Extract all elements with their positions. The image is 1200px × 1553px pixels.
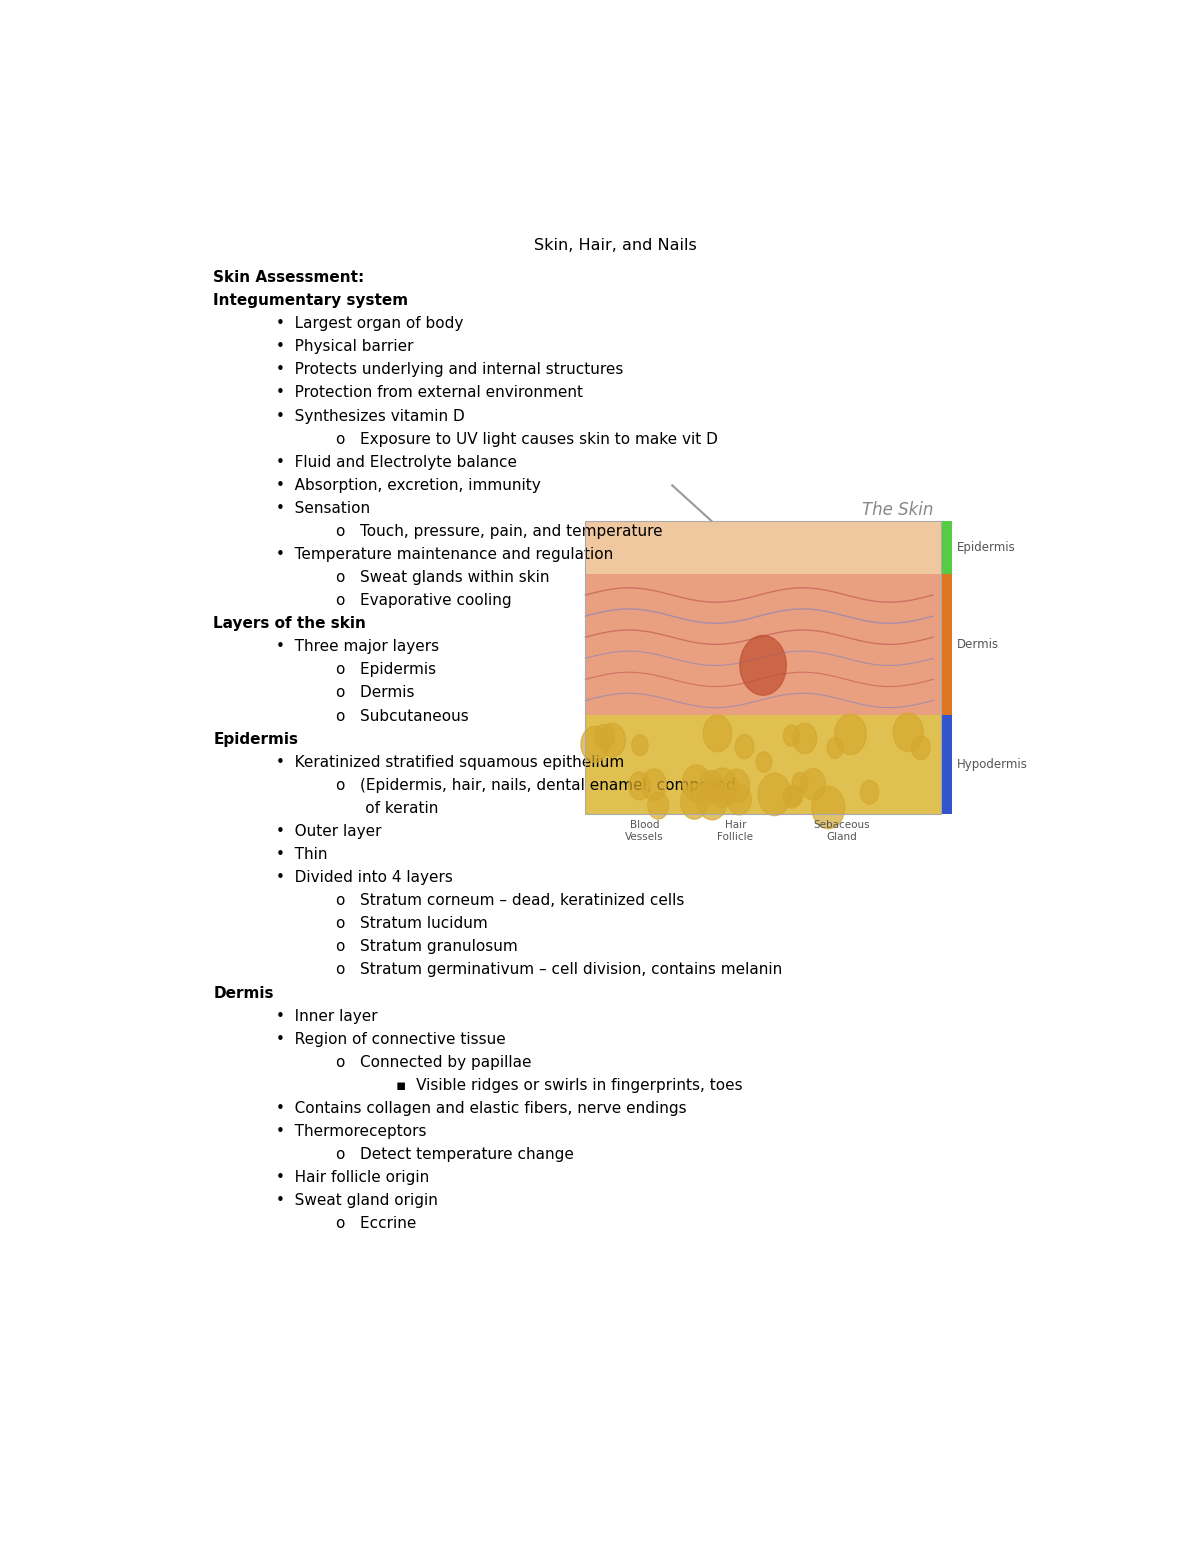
Text: •  Inner layer: • Inner layer: [276, 1008, 377, 1023]
Text: o   Stratum germinativum – cell division, contains melanin: o Stratum germinativum – cell division, …: [336, 963, 782, 977]
Circle shape: [835, 714, 866, 755]
Circle shape: [631, 735, 648, 756]
Text: •  Keratinized stratified squamous epithelium: • Keratinized stratified squamous epithe…: [276, 755, 624, 770]
Text: o   Detect temperature change: o Detect temperature change: [336, 1148, 574, 1162]
Text: •  Thin: • Thin: [276, 846, 328, 862]
Circle shape: [703, 714, 732, 752]
Circle shape: [811, 786, 845, 829]
Text: Skin, Hair, and Nails: Skin, Hair, and Nails: [534, 238, 696, 253]
Text: •  Sweat gland origin: • Sweat gland origin: [276, 1193, 438, 1208]
Text: Epidermis: Epidermis: [956, 540, 1015, 554]
Bar: [941, 522, 952, 575]
Text: •  Protects underlying and internal structures: • Protects underlying and internal struc…: [276, 362, 623, 377]
Text: Layers of the skin: Layers of the skin: [214, 617, 366, 631]
Bar: [941, 575, 952, 714]
Bar: [586, 575, 941, 714]
Text: o   Connected by papillae: o Connected by papillae: [336, 1054, 532, 1070]
Text: •  Largest organ of body: • Largest organ of body: [276, 317, 463, 331]
Circle shape: [736, 735, 754, 758]
Text: •  Outer layer: • Outer layer: [276, 825, 382, 839]
Bar: [586, 714, 941, 814]
Text: o   Evaporative cooling: o Evaporative cooling: [336, 593, 511, 609]
Text: o   Exposure to UV light causes skin to make vit D: o Exposure to UV light causes skin to ma…: [336, 432, 718, 447]
Text: Dermis: Dermis: [956, 638, 998, 651]
Text: •  Temperature maintenance and regulation: • Temperature maintenance and regulation: [276, 547, 613, 562]
Circle shape: [827, 738, 844, 758]
Text: The Skin: The Skin: [862, 500, 934, 519]
Text: Epidermis: Epidermis: [214, 731, 299, 747]
Text: •  Protection from external environment: • Protection from external environment: [276, 385, 582, 401]
Text: •  Sensation: • Sensation: [276, 502, 370, 516]
Circle shape: [792, 772, 808, 794]
Text: o   Stratum lucidum: o Stratum lucidum: [336, 916, 487, 932]
Text: o   (Epidermis, hair, nails, dental enamel, composed: o (Epidermis, hair, nails, dental enamel…: [336, 778, 736, 794]
Text: •  Region of connective tissue: • Region of connective tissue: [276, 1031, 505, 1047]
Circle shape: [793, 724, 817, 753]
Text: •  Thermoreceptors: • Thermoreceptors: [276, 1124, 426, 1138]
Circle shape: [784, 725, 800, 747]
Circle shape: [860, 781, 878, 804]
Circle shape: [682, 766, 710, 801]
Circle shape: [599, 724, 625, 756]
Bar: [586, 522, 941, 814]
Circle shape: [724, 769, 750, 803]
Text: •  Contains collagen and elastic fibers, nerve endings: • Contains collagen and elastic fibers, …: [276, 1101, 686, 1117]
Circle shape: [642, 769, 666, 801]
Text: Sebaceous
Gland: Sebaceous Gland: [814, 820, 870, 842]
Circle shape: [893, 713, 923, 752]
Text: •  Synthesizes vitamin D: • Synthesizes vitamin D: [276, 408, 464, 424]
Text: o   Dermis: o Dermis: [336, 685, 414, 700]
Circle shape: [581, 727, 608, 763]
Circle shape: [784, 786, 800, 808]
Circle shape: [629, 772, 650, 800]
Bar: [941, 714, 952, 814]
Text: o   Eccrine: o Eccrine: [336, 1216, 416, 1232]
Text: o   Stratum granulosum: o Stratum granulosum: [336, 940, 517, 955]
Text: o   Subcutaneous: o Subcutaneous: [336, 708, 469, 724]
Circle shape: [707, 769, 737, 808]
Circle shape: [912, 736, 930, 759]
Text: Blood
Vessels: Blood Vessels: [625, 820, 664, 842]
Circle shape: [648, 792, 668, 818]
Text: o   Epidermis: o Epidermis: [336, 663, 436, 677]
Circle shape: [800, 769, 826, 800]
Circle shape: [680, 784, 708, 818]
Circle shape: [727, 784, 751, 815]
Text: •  Hair follicle origin: • Hair follicle origin: [276, 1169, 428, 1185]
Text: Hair
Follicle: Hair Follicle: [718, 820, 754, 842]
Text: Skin Assessment:: Skin Assessment:: [214, 270, 365, 286]
Text: Hypodermis: Hypodermis: [956, 758, 1027, 770]
Text: of keratin: of keratin: [336, 801, 438, 815]
Circle shape: [758, 773, 791, 815]
Circle shape: [756, 752, 772, 772]
Circle shape: [700, 770, 724, 803]
Text: o   Touch, pressure, pain, and temperature: o Touch, pressure, pain, and temperature: [336, 523, 662, 539]
Circle shape: [787, 786, 803, 806]
Bar: [586, 522, 941, 575]
Text: Dermis: Dermis: [214, 986, 274, 1000]
Text: •  Three major layers: • Three major layers: [276, 640, 439, 654]
Text: Integumentary system: Integumentary system: [214, 294, 408, 307]
Text: ▪  Visible ridges or swirls in fingerprints, toes: ▪ Visible ridges or swirls in fingerprin…: [396, 1078, 743, 1093]
Text: •  Divided into 4 layers: • Divided into 4 layers: [276, 870, 452, 885]
Circle shape: [740, 635, 786, 696]
Text: o   Stratum corneum – dead, keratinized cells: o Stratum corneum – dead, keratinized ce…: [336, 893, 684, 909]
Text: o   Sweat glands within skin: o Sweat glands within skin: [336, 570, 550, 585]
Circle shape: [595, 724, 614, 750]
Text: •  Fluid and Electrolyte balance: • Fluid and Electrolyte balance: [276, 455, 516, 469]
Text: •  Physical barrier: • Physical barrier: [276, 339, 413, 354]
Text: •  Absorption, excretion, immunity: • Absorption, excretion, immunity: [276, 478, 540, 492]
Circle shape: [697, 780, 727, 820]
